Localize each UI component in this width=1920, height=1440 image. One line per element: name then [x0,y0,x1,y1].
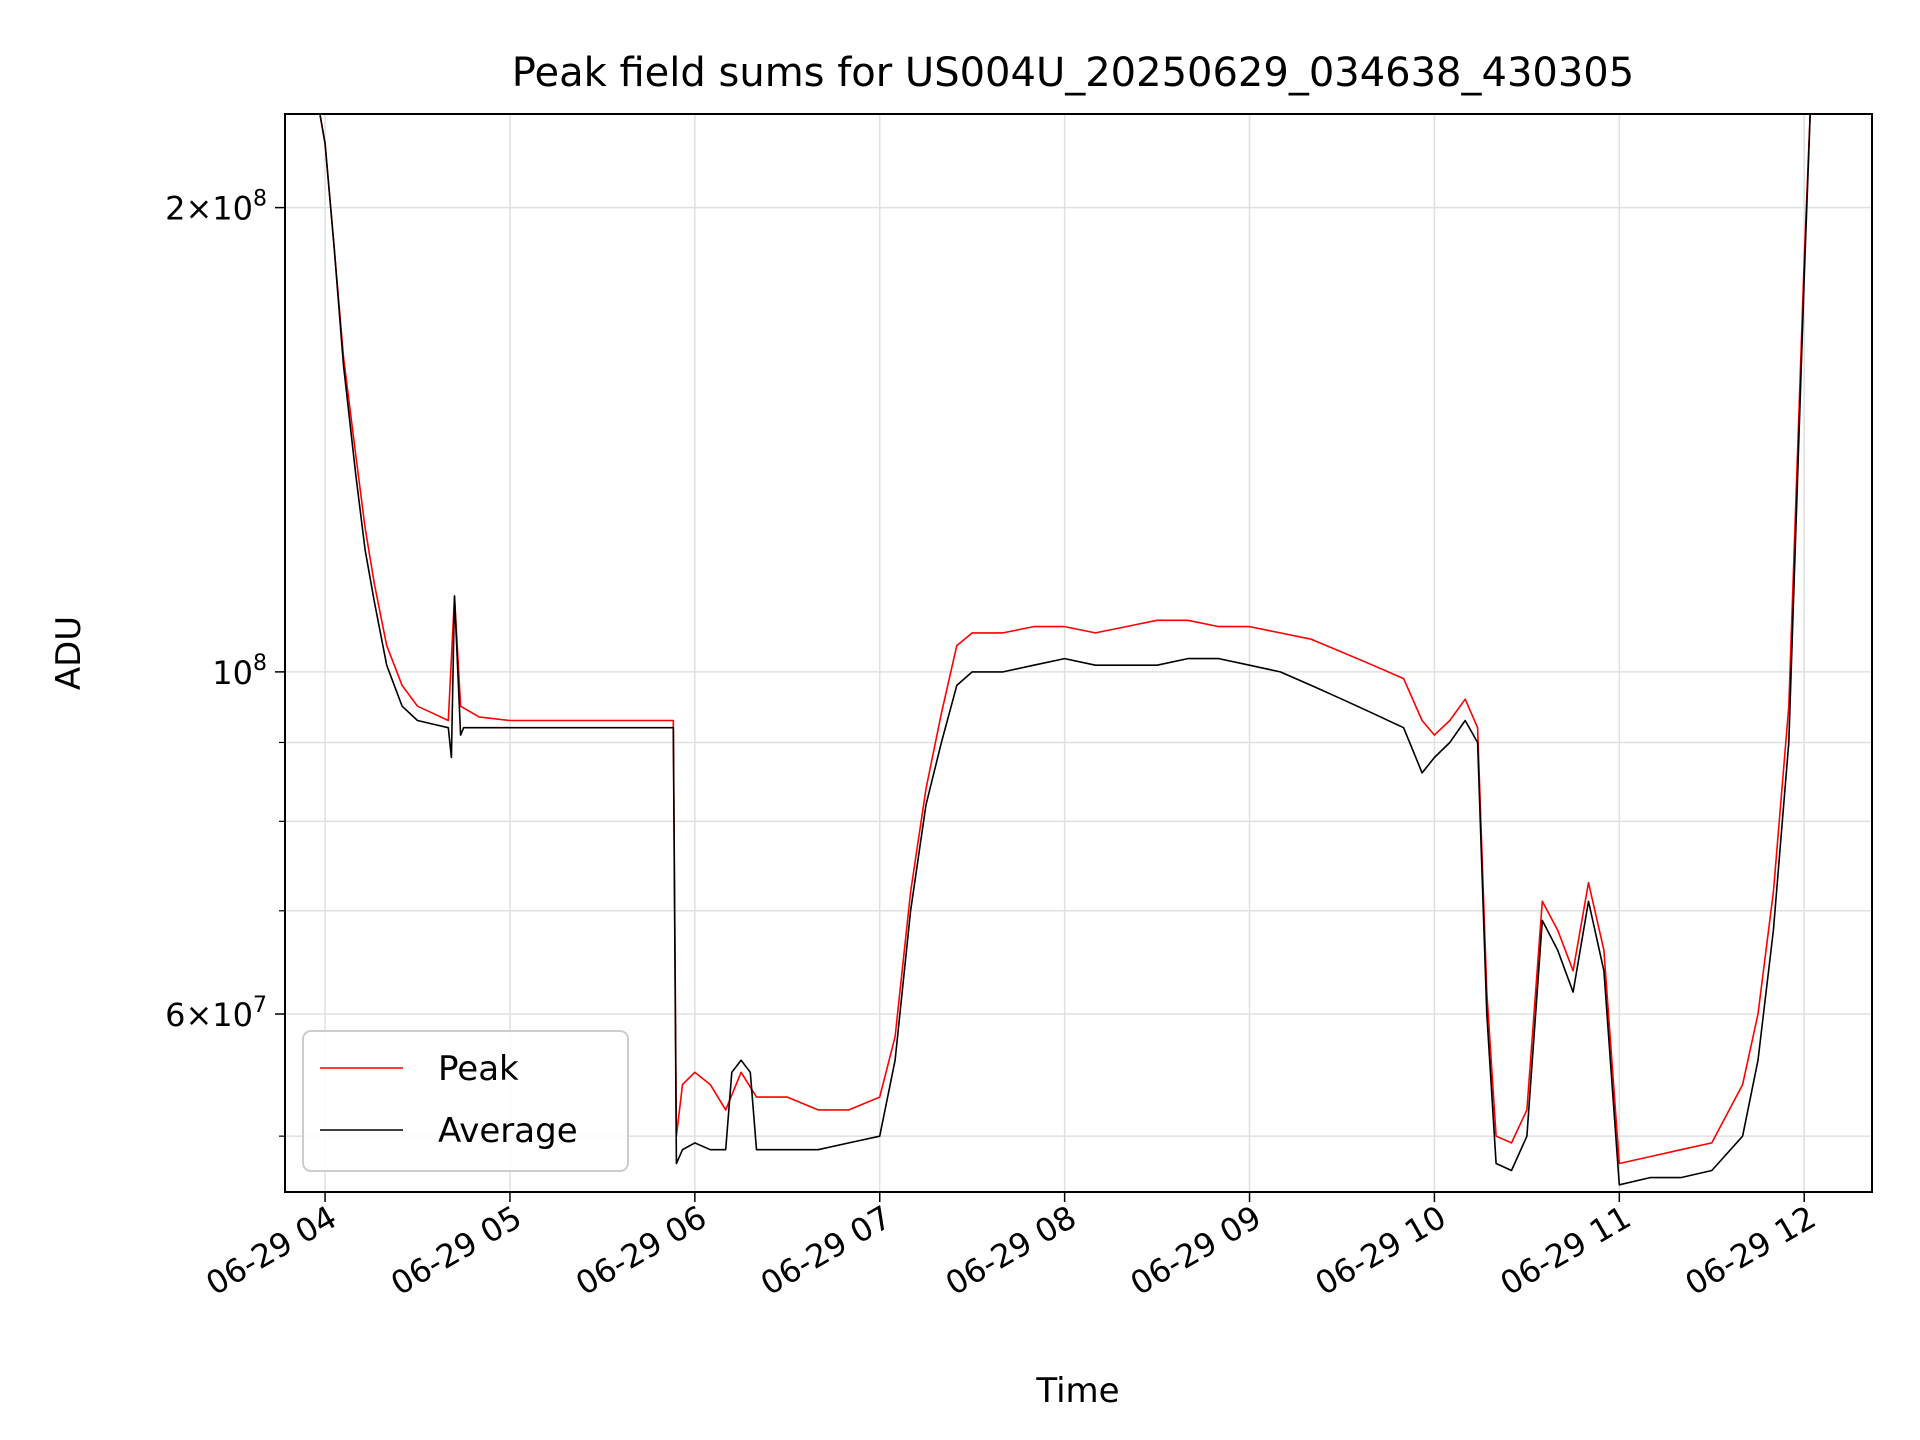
y-axis-label: ADU [49,616,89,690]
series-layer [319,114,1811,1186]
legend-box [302,1030,629,1172]
series-line-average [319,114,1811,1186]
y-axis-ticks: 6×107 108 2×108 [165,187,285,1137]
y-tick-label: 108 [212,651,267,692]
chart-title: Peak field sums for US004U_20250629_0346… [512,50,1634,96]
x-tick-label: 06-29 06 [569,1198,713,1303]
x-tick-label: 06-29 09 [1124,1198,1268,1303]
y-tick-label: 2×108 [165,187,267,228]
x-axis-label: Time [1035,1371,1119,1411]
x-tick-label: 06-29 07 [754,1198,898,1303]
plot-frame [284,113,1873,1193]
series-line-peak [319,114,1811,1165]
x-tick-label: 06-29 11 [1494,1198,1638,1303]
legend-label-peak: Peak [438,1049,519,1089]
legend-label-average: Average [438,1111,578,1151]
x-tick-label: 06-29 12 [1679,1198,1823,1303]
x-axis-ticks: 06-29 04 06-29 05 06-29 06 06-29 07 06-29 08… [199,1192,1822,1303]
x-tick-label: 06-29 10 [1309,1198,1453,1303]
legend: Peak Average [302,1030,629,1172]
y-tick-label: 6×107 [165,993,267,1034]
x-tick-label: 06-29 04 [199,1198,343,1303]
x-tick-label: 06-29 05 [384,1198,528,1303]
x-tick-label: 06-29 08 [939,1198,1083,1303]
